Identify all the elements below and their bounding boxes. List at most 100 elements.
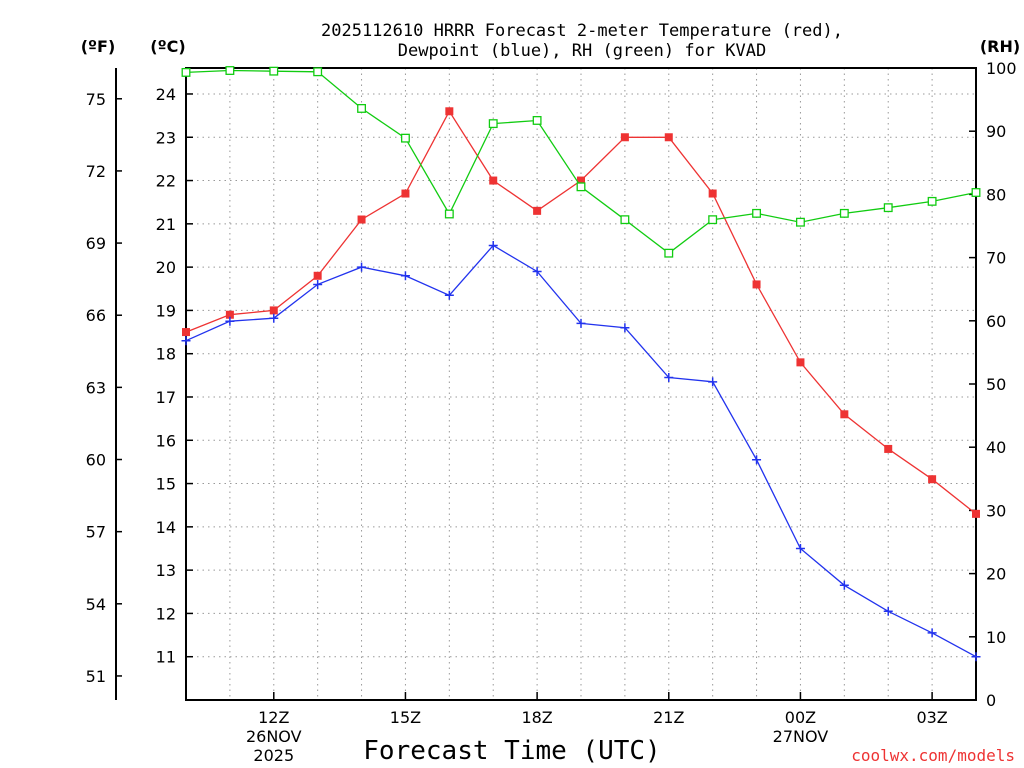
celsius-tick-label: 17 <box>156 388 176 407</box>
dewpoint-point <box>181 336 191 346</box>
rh-tick-label: 70 <box>986 249 1006 268</box>
rh-point <box>269 66 279 76</box>
dewpoint-point <box>971 652 981 662</box>
temperature-point <box>840 410 849 419</box>
dewpoint-point <box>313 279 323 289</box>
dewpoint-point <box>883 606 893 616</box>
temperature-point <box>182 328 190 337</box>
credit-link[interactable]: coolwx.com/models <box>851 746 1015 765</box>
rh-point <box>400 133 410 143</box>
rh-point <box>883 203 893 213</box>
dewpoint-point <box>400 271 410 281</box>
rh-unit-label: (RH) <box>980 37 1020 56</box>
chart-title-line-1: 2025112610 HRRR Forecast 2-meter Tempera… <box>321 21 843 41</box>
temperature-point <box>796 358 805 367</box>
celsius-tick-label: 22 <box>156 172 176 191</box>
x-tick-label: 21Z <box>653 708 684 727</box>
fahrenheit-tick-label: 63 <box>86 378 106 397</box>
temperature-point <box>884 444 893 453</box>
temperature-point <box>708 189 717 198</box>
rh-point <box>181 67 191 77</box>
dewpoint-point <box>795 543 805 553</box>
fahrenheit-tick-label: 54 <box>86 595 106 614</box>
fahrenheit-tick-label: 51 <box>86 667 106 686</box>
temperature-point <box>489 176 498 185</box>
celsius-tick-label: 24 <box>156 85 176 104</box>
x-tick-label: 26NOV <box>246 727 302 746</box>
rh-point <box>225 66 235 75</box>
rh-point <box>839 208 849 218</box>
rh-tick-label: 50 <box>986 375 1006 394</box>
dewpoint-point <box>532 266 542 276</box>
temperature-point <box>225 310 234 319</box>
x-tick-label: 27NOV <box>773 727 829 746</box>
rh-tick-label: 40 <box>986 438 1006 457</box>
dewpoint-point <box>576 318 586 328</box>
x-tick-label: 2025 <box>253 746 294 765</box>
celsius-tick-label: 20 <box>156 258 176 277</box>
rh-point <box>444 209 454 219</box>
dewpoint-line <box>185 244 977 658</box>
celsius-tick-label: 23 <box>156 128 176 147</box>
temperature-point <box>269 306 278 315</box>
fahrenheit-tick-label: 72 <box>86 162 106 181</box>
temperature-point <box>401 189 410 198</box>
celsius-tick-label: 21 <box>156 215 176 234</box>
dewpoint-point <box>357 262 367 272</box>
dewpoint-point <box>927 628 937 638</box>
fahrenheit-tick-label: 57 <box>86 523 106 542</box>
celsius-tick-label: 18 <box>156 345 176 364</box>
rh-point <box>357 103 367 113</box>
x-tick-label: 18Z <box>521 708 552 727</box>
rh-point <box>927 196 937 206</box>
rh-point <box>752 208 762 218</box>
rh-tick-label: 10 <box>986 628 1006 647</box>
fahrenheit-tick-label: 75 <box>86 90 106 109</box>
rh-point <box>488 119 498 129</box>
fahrenheit-tick-label: 69 <box>86 234 106 253</box>
dewpoint-point <box>752 455 762 465</box>
x-tick-label: 00Z <box>785 708 816 727</box>
celsius-tick-label: 15 <box>156 475 176 494</box>
rh-tick-label: 60 <box>986 312 1006 331</box>
dewpoint-point <box>839 580 849 590</box>
rh-point <box>576 182 586 192</box>
rh-point <box>313 67 323 77</box>
dewpoint-point <box>488 240 498 250</box>
dewpoint-point <box>444 290 454 300</box>
temperature-point <box>928 475 937 484</box>
celsius-unit-label: (ºC) <box>150 37 185 56</box>
rh-tick-label: 100 <box>986 59 1017 78</box>
temperature-point <box>972 509 980 518</box>
rh-tick-label: 80 <box>986 185 1006 204</box>
celsius-tick-label: 12 <box>156 604 176 623</box>
rh-point <box>708 215 718 225</box>
celsius-tick-label: 16 <box>156 431 176 450</box>
rh-tick-label: 30 <box>986 501 1006 520</box>
dewpoint-point <box>708 377 718 387</box>
temperature-point <box>664 133 673 142</box>
rh-point <box>532 116 542 125</box>
dewpoint-point <box>269 313 279 323</box>
x-tick-label: 15Z <box>390 708 421 727</box>
fahrenheit-unit-label: (ºF) <box>81 37 116 56</box>
temperature-point <box>533 206 542 215</box>
rh-tick-label: 0 <box>986 691 996 710</box>
temperature-point <box>752 280 761 289</box>
axes: 51 54 57 60 63 66 69 72 75 11 12 13 14 15 16 17 18 19 20 21… <box>86 59 1017 765</box>
rh-tick-label: 90 <box>986 122 1006 141</box>
fahrenheit-tick-label: 66 <box>86 306 106 325</box>
dewpoint-point <box>664 373 674 383</box>
rh-tick-label: 20 <box>986 565 1006 584</box>
celsius-tick-label: 13 <box>156 561 176 580</box>
fahrenheit-tick-label: 60 <box>86 451 106 470</box>
dewpoint-point <box>225 316 235 326</box>
x-tick-label: 12Z <box>258 708 289 727</box>
rh-point <box>971 188 981 197</box>
x-axis-title: Forecast Time (UTC) <box>363 736 660 766</box>
celsius-tick-label: 19 <box>156 301 176 320</box>
temperature-point <box>313 271 322 280</box>
temperature-point <box>445 107 454 116</box>
x-tick-label: 03Z <box>916 708 947 727</box>
